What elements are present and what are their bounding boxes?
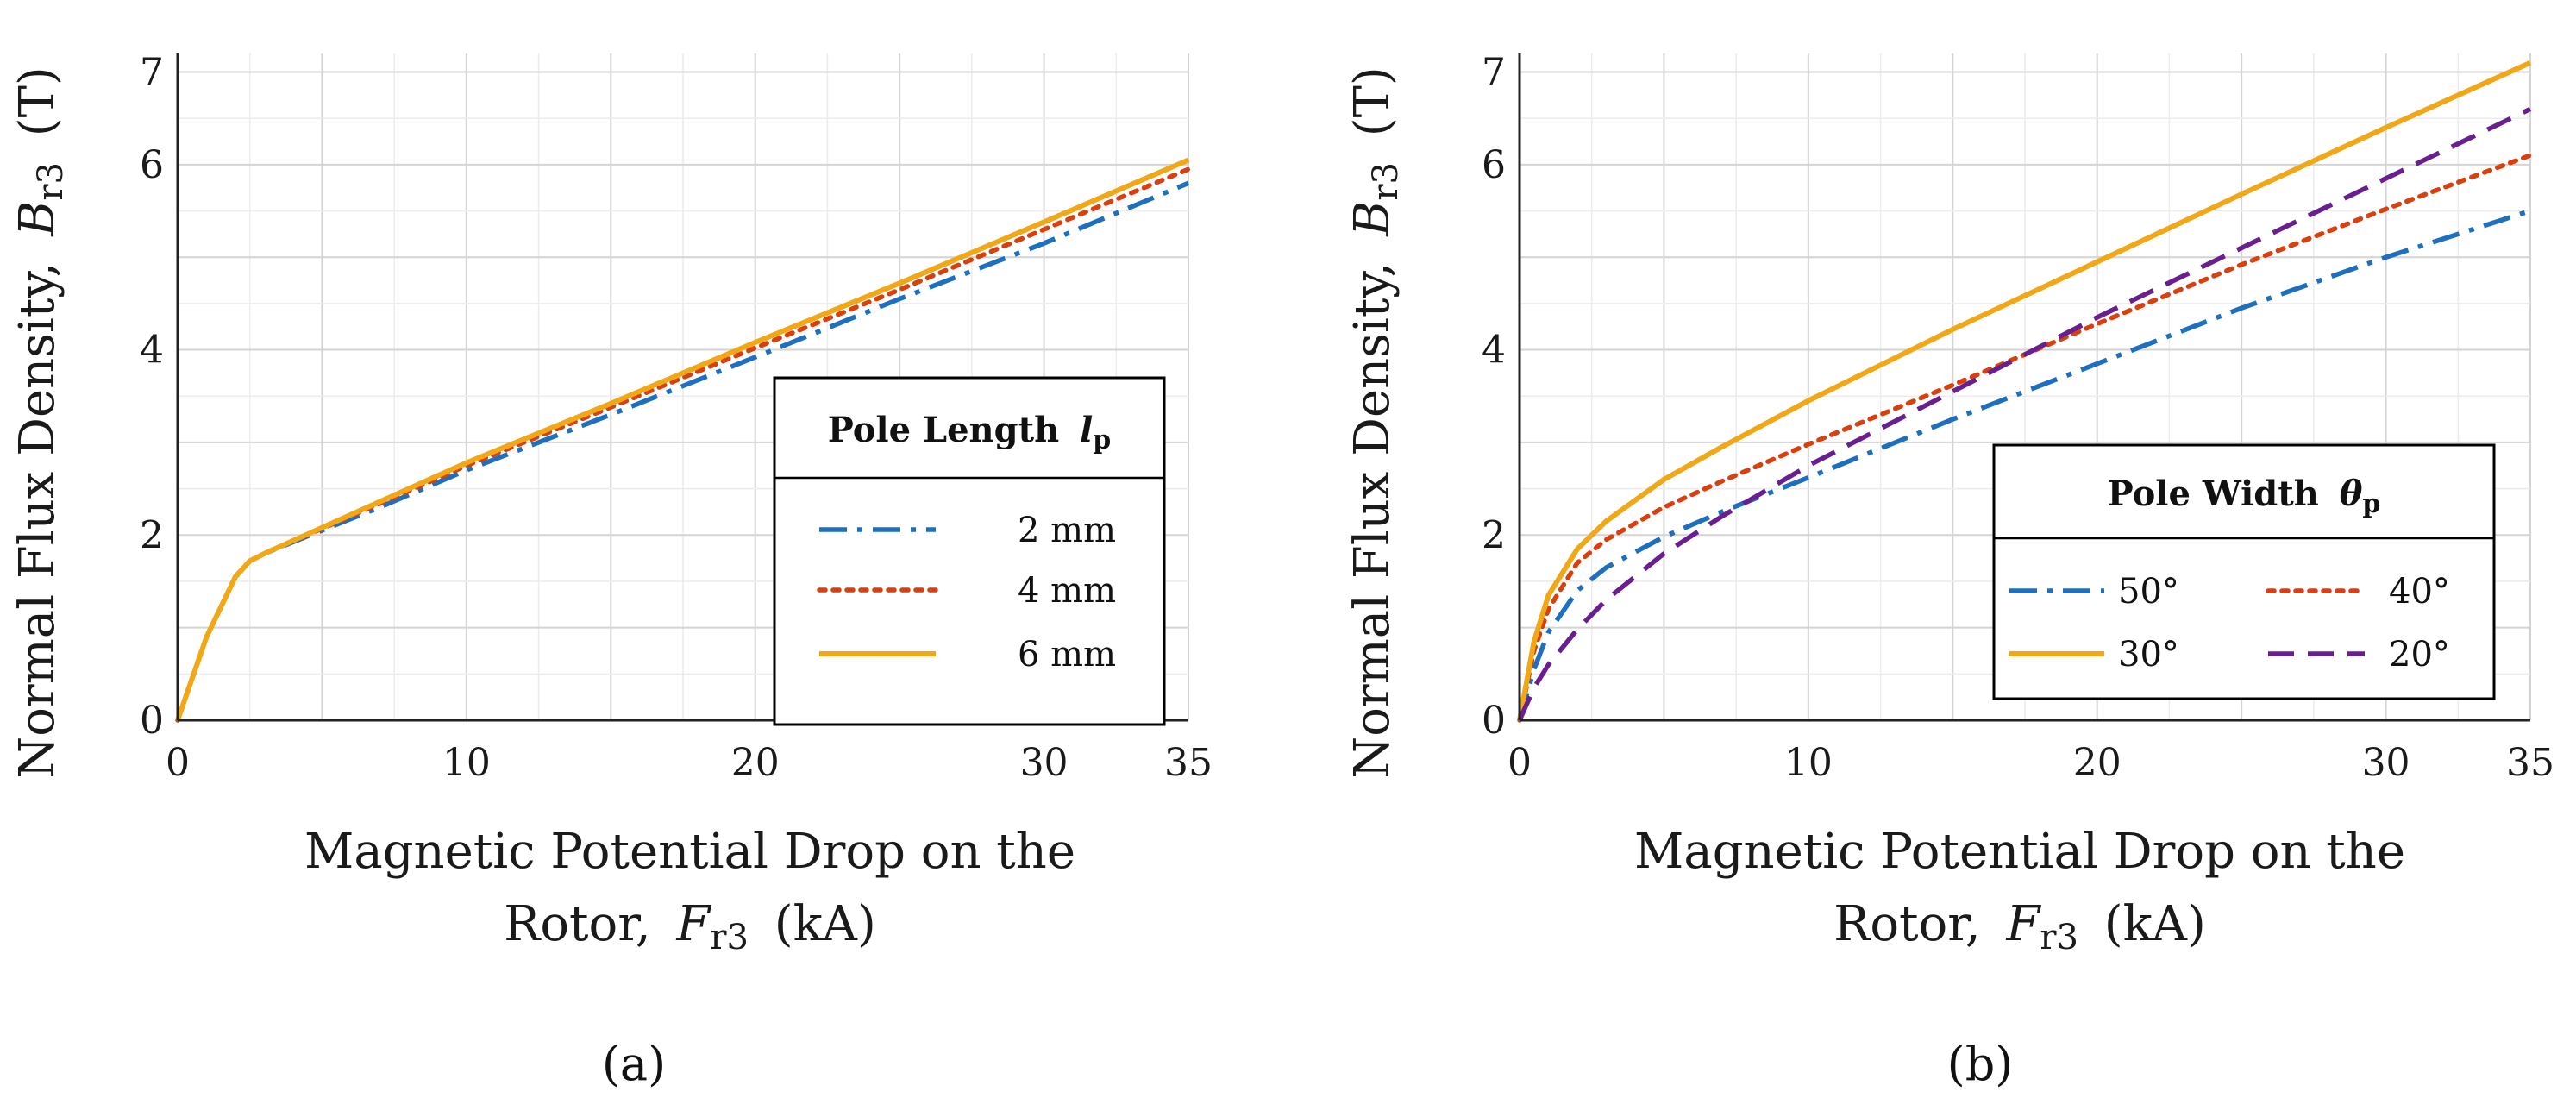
svg-text:40°: 40°: [2389, 572, 2450, 612]
legend-entry-2mm: 2 mm: [819, 511, 1116, 550]
y-tick-label: 2: [1482, 513, 1506, 557]
x-axis-label-b-line1: Magnetic Potential Drop on the: [1634, 824, 2405, 880]
svg-text:50°: 50°: [2118, 572, 2179, 612]
legend-entry-20deg: 20°: [2268, 635, 2450, 675]
legend-entry-6mm: 6 mm: [819, 635, 1116, 675]
series-line-a-2: [175, 157, 1190, 721]
series-line-b-3: [1517, 106, 2532, 722]
svg-text:2 mm: 2 mm: [1018, 511, 1116, 550]
x-axis-label-a-line2: Rotor, Fr3 (kA): [504, 896, 876, 961]
y-axis-label-b: Normal Flux Density, Br3 (T): [1344, 66, 1409, 779]
x-tick-label: 0: [1507, 741, 1532, 785]
x-tick-label: 20: [731, 741, 780, 785]
x-tick-label: 35: [1164, 741, 1213, 785]
ticks-a: 0 10 20 30 35 0 2 4 6 7: [140, 50, 1213, 785]
x-tick-label: 10: [442, 741, 491, 785]
y-tick-label: 7: [1482, 50, 1506, 94]
legend-entry-30deg: 30°: [2009, 635, 2179, 675]
x-tick-label: 30: [1020, 741, 1069, 785]
ticks-b: 0 10 20 30 35 0 2 4 6 7: [1482, 50, 2554, 785]
series-line-a-0: [175, 180, 1190, 721]
y-tick-label: 6: [140, 143, 164, 187]
series-group-b: [1517, 60, 2533, 723]
legend-entry-50deg: 50°: [2009, 572, 2179, 612]
y-tick-label: 4: [1482, 329, 1506, 373]
y-tick-label: 0: [1482, 699, 1506, 743]
series-line-b-1: [1517, 153, 2533, 723]
svg-text:4 mm: 4 mm: [1018, 571, 1116, 611]
caption-b: (b): [1947, 1037, 2014, 1091]
y-tick-label: 2: [140, 513, 164, 557]
legend-a: Pole Length lp 2 mm 4 mm 6 mm: [773, 376, 1166, 726]
series-line-b-0: [1517, 208, 2531, 721]
x-tick-label: 30: [2362, 741, 2410, 785]
x-tick-label: 20: [2073, 741, 2122, 785]
svg-text:20°: 20°: [2389, 635, 2450, 675]
x-tick-label: 35: [2506, 741, 2554, 785]
svg-text:30°: 30°: [2118, 635, 2179, 675]
y-tick-label: 4: [140, 329, 164, 373]
x-tick-label: 0: [166, 741, 190, 785]
legend-entry-4mm: 4 mm: [817, 571, 1116, 611]
series-group-a: [175, 157, 1191, 723]
chart-b: 0 10 20 30 35 0 2 4 6 7 Normal Flux Density, Br3 …: [1344, 50, 2554, 1091]
legend-entry-40deg: 40°: [2266, 572, 2450, 612]
x-axis-label-a-line1: Magnetic Potential Drop on the: [304, 824, 1075, 880]
legend-title-a: Pole Length lp: [828, 410, 1112, 455]
x-tick-label: 10: [1784, 741, 1833, 785]
legend-title-b: Pole Width θp: [2108, 474, 2381, 519]
y-tick-label: 6: [1482, 143, 1506, 187]
legend-b: Pole Width θp 50° 40° 30° 20°: [1992, 443, 2496, 700]
y-axis-label-a: Normal Flux Density, Br3 (T): [9, 66, 74, 779]
y-tick-label: 7: [140, 50, 164, 94]
axes-b: [1518, 53, 2530, 722]
chart-a: 0 10 20 30 35 0 2 4 6 7 Normal Flux Density, Br3 …: [9, 50, 1213, 1091]
y-tick-label: 0: [140, 699, 164, 743]
x-axis-label-b-line2: Rotor, Fr3 (kA): [1833, 896, 2206, 961]
caption-a: (a): [602, 1037, 666, 1091]
svg-text:6 mm: 6 mm: [1018, 635, 1116, 675]
series-line-b-2: [1517, 60, 2532, 721]
